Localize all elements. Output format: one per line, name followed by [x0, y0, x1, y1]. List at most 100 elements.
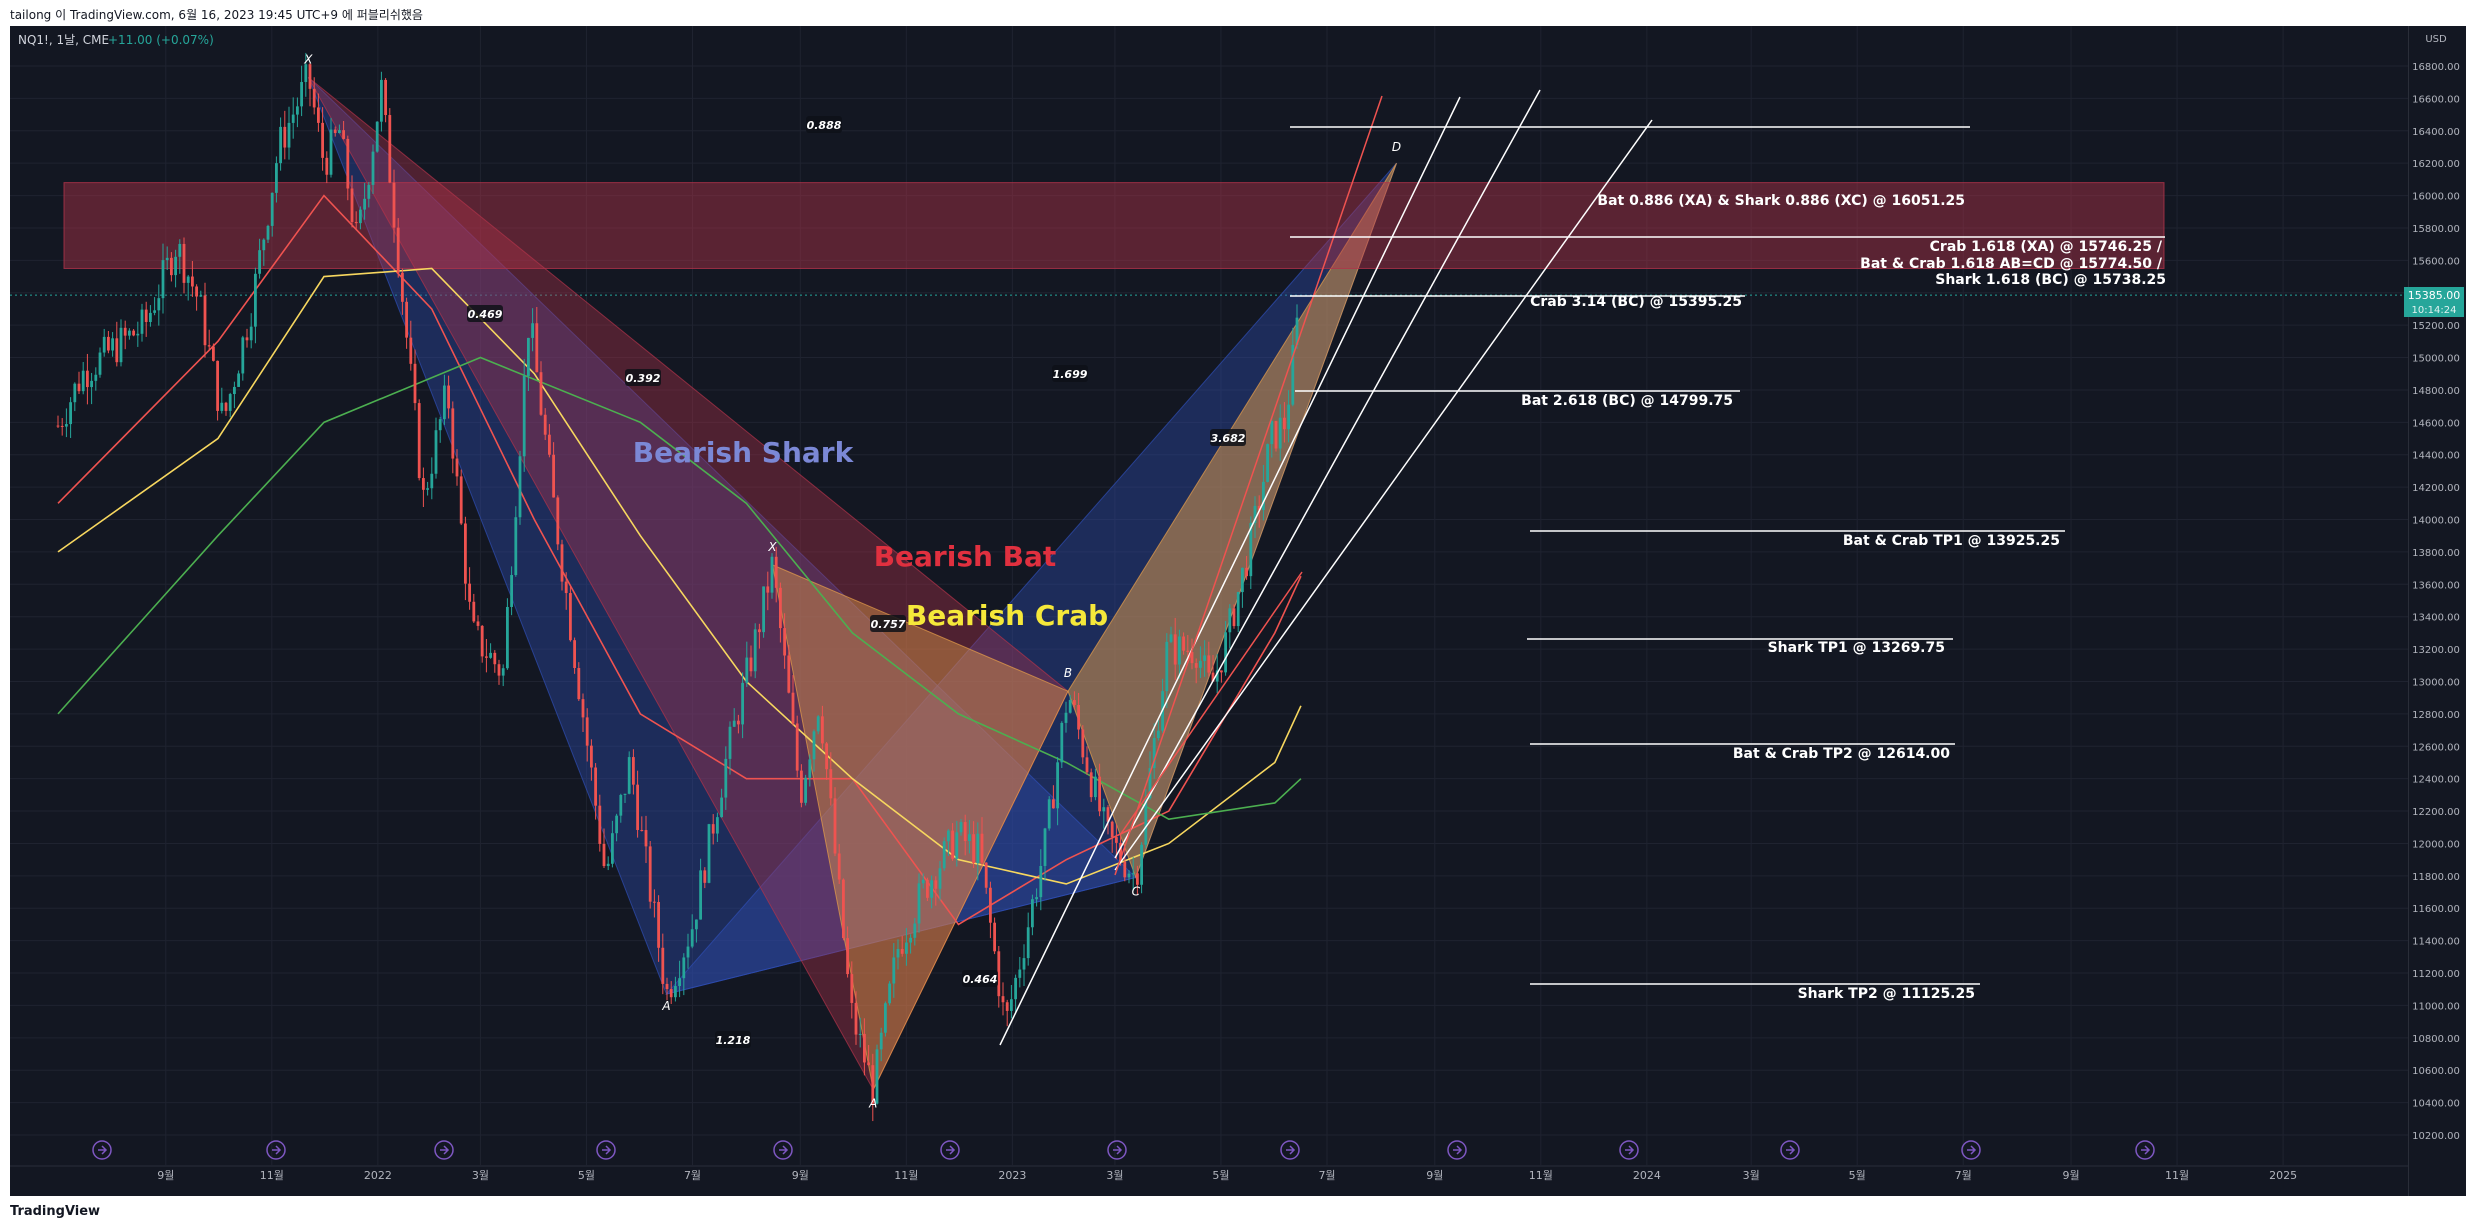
candle-body	[308, 64, 312, 89]
candle-body	[1123, 861, 1127, 878]
candle-body	[552, 454, 555, 498]
trend-line	[1114, 89, 1541, 859]
level-lines: Bat 0.886 (XA) & Shark 0.886 (XC) @ 1605…	[1290, 126, 2166, 1002]
candle-body	[1102, 807, 1106, 812]
event-marker-icon[interactable]	[1961, 1140, 1981, 1160]
candle-body	[926, 879, 929, 898]
event-marker-icon[interactable]	[2135, 1140, 2155, 1160]
candle-body	[896, 948, 900, 958]
price-axis[interactable]	[2408, 26, 2466, 1196]
time-tick: 3월	[1106, 1169, 1123, 1182]
event-marker-icon[interactable]	[1280, 1140, 1300, 1160]
candle-body	[623, 793, 627, 795]
candle-body	[165, 257, 169, 261]
event-marker-icon[interactable]	[1780, 1140, 1800, 1160]
candle-body	[779, 587, 782, 629]
candle-body	[1068, 700, 1072, 713]
candle-body	[774, 556, 778, 588]
price-tick: 15800.00	[2412, 224, 2460, 235]
event-marker-icon[interactable]	[92, 1140, 112, 1160]
event-markers[interactable]	[92, 1140, 2155, 1160]
footer: TradingView	[0, 1196, 2475, 1227]
candle-body	[1169, 634, 1173, 642]
candle-body	[392, 182, 396, 228]
candle-body	[371, 151, 375, 185]
candle-body	[762, 586, 765, 633]
candle-body	[405, 301, 408, 338]
price-tick: 11600.00	[2412, 904, 2460, 915]
candle-body	[913, 923, 917, 938]
event-marker-icon[interactable]	[1447, 1140, 1467, 1160]
candle-body	[615, 815, 618, 834]
candle-body	[674, 986, 677, 998]
candle-body	[611, 833, 614, 864]
event-marker-icon[interactable]	[940, 1140, 960, 1160]
candle-body	[434, 430, 438, 474]
candle-body	[228, 394, 232, 411]
candle-body	[850, 974, 854, 1003]
ratio-value: 0.464	[963, 973, 998, 986]
time-tick: 7월	[1955, 1169, 1972, 1182]
candle-body	[1047, 799, 1051, 829]
candle-body	[1241, 567, 1244, 593]
time-tick: 11월	[2165, 1169, 2189, 1182]
time-tick: 2022	[364, 1169, 392, 1182]
price-tick: 14000.00	[2412, 516, 2460, 527]
candle-body	[602, 843, 606, 867]
trend-line	[999, 96, 1461, 1046]
candle-body	[1236, 592, 1240, 627]
candle-body	[350, 188, 354, 222]
pivot-label: D	[1392, 140, 1401, 154]
pivot-label: X	[303, 52, 313, 66]
candle-body	[590, 745, 593, 768]
candle-body	[241, 337, 245, 374]
prz-zone	[63, 182, 2165, 269]
candle-body	[413, 363, 417, 404]
candle-body	[716, 817, 719, 834]
candle-body	[900, 948, 904, 954]
candle-body	[888, 983, 891, 1004]
event-marker-icon[interactable]	[1619, 1140, 1639, 1160]
time-tick: 3월	[1743, 1169, 1760, 1182]
candle-body	[947, 830, 950, 842]
candle-body	[77, 383, 81, 392]
candle-body	[585, 717, 589, 746]
candle-body	[1173, 634, 1177, 665]
tradingview-logo: TradingView	[10, 1204, 101, 1219]
event-marker-icon[interactable]	[596, 1140, 616, 1160]
event-marker-icon[interactable]	[1107, 1140, 1127, 1160]
candle-body	[86, 370, 89, 388]
candle-body	[468, 583, 471, 602]
candle-body	[401, 272, 404, 302]
event-marker-icon[interactable]	[773, 1140, 793, 1160]
price-tick: 10800.00	[2412, 1034, 2460, 1045]
candle-body	[678, 978, 681, 987]
level-label: Bat & Crab TP2 @ 12614.00	[1733, 746, 1950, 762]
candle-body	[749, 657, 753, 672]
candle-body	[262, 239, 266, 251]
price-tick: 11000.00	[2412, 1001, 2460, 1012]
candle-body	[741, 682, 744, 725]
time-tick: 5월	[1212, 1169, 1229, 1182]
candle-body	[388, 115, 392, 183]
candle-body	[800, 770, 803, 803]
candle-body	[199, 295, 203, 297]
candle-body	[476, 621, 480, 626]
event-marker-icon[interactable]	[266, 1140, 286, 1160]
event-marker-icon[interactable]	[434, 1140, 454, 1160]
price-tick: 13600.00	[2412, 580, 2460, 591]
candle-body	[909, 937, 912, 943]
candle-body	[1207, 655, 1211, 673]
candle-body	[1178, 636, 1181, 665]
candle-body	[695, 919, 698, 930]
price-tick: 13400.00	[2412, 613, 2460, 624]
candle-body	[56, 425, 60, 427]
publish-caption: tailong 이 TradingView.com, 6월 16, 2023 1…	[10, 8, 423, 22]
candle-body	[917, 883, 921, 924]
time-tick: 2024	[1633, 1169, 1661, 1182]
price-tick: 14400.00	[2412, 451, 2460, 462]
ratio-value: 1.699	[1053, 368, 1088, 381]
candle-body	[367, 184, 371, 199]
candle-body	[245, 337, 249, 341]
